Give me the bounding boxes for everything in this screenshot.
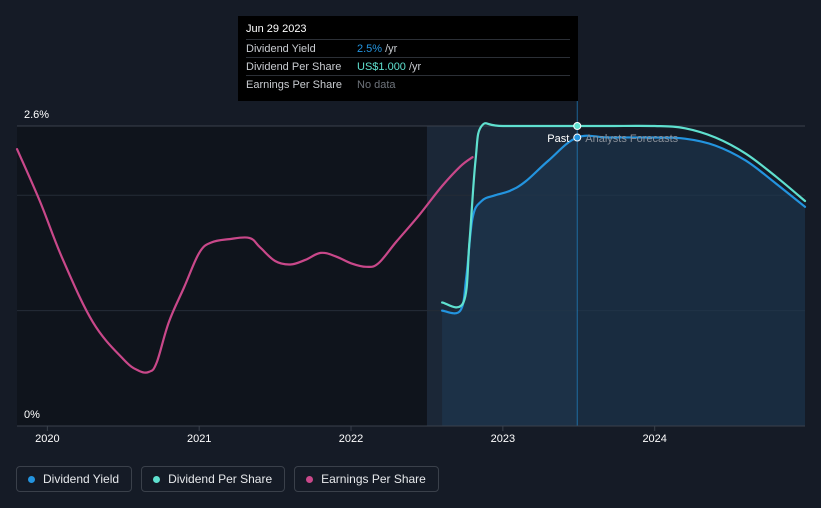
legend-label: Earnings Per Share: [321, 472, 426, 486]
tooltip-date: Jun 29 2023: [246, 23, 307, 35]
tooltip-value: No data: [357, 78, 396, 91]
legend: Dividend Yield Dividend Per Share Earnin…: [16, 466, 439, 492]
tooltip-row-dividend-yield: Dividend Yield 2.5% /yr: [246, 39, 570, 57]
legend-label: Dividend Yield: [43, 472, 120, 486]
dividend-per-share-line: [441, 122, 807, 309]
tooltip-label: Dividend Yield: [246, 42, 316, 55]
tooltip-label: Dividend Per Share: [246, 60, 342, 73]
y-tick-label-max: 2.6%: [24, 109, 49, 121]
tooltip-unit: /yr: [408, 60, 422, 73]
legend-item-dividend-per-share[interactable]: Dividend Per Share: [141, 466, 286, 492]
legend-item-earnings-per-share[interactable]: Earnings Per Share: [294, 466, 439, 492]
tooltip-row-earnings-per-share: Earnings Per Share No data: [246, 75, 570, 93]
forecast-label: Analysts Forecasts: [585, 133, 678, 145]
tooltip-value: US$1.000: [357, 60, 406, 73]
earnings-per-share-dot-icon: [306, 475, 314, 483]
legend-item-dividend-yield[interactable]: Dividend Yield: [16, 466, 133, 492]
dividend-yield-marker: [573, 133, 582, 142]
x-tick-label: 2023: [491, 433, 515, 445]
x-tick-label: 2020: [35, 433, 59, 445]
past-region-background: [17, 126, 427, 426]
tooltip-value: 2.5%: [357, 42, 383, 55]
y-tick-label-min: 0%: [24, 409, 40, 421]
tooltip-label: Earnings Per Share: [246, 78, 342, 91]
x-tick-label: 2024: [642, 433, 666, 445]
x-tick-label: 2021: [187, 433, 211, 445]
dividend-yield-area: [442, 135, 805, 426]
tooltip-unit: /yr: [385, 42, 398, 55]
dividend-yield-dot-icon: [28, 475, 35, 483]
tooltip: Jun 29 2023 Dividend Yield 2.5% /yr Divi…: [238, 16, 578, 101]
tooltip-row-dividend-per-share: Dividend Per Share US$1.000 /yr: [246, 57, 570, 75]
past-label: Past: [547, 133, 569, 145]
x-tick-label: 2022: [339, 433, 363, 445]
earnings-per-share-line: [15, 148, 474, 374]
dividend-per-share-marker: [573, 122, 582, 130]
dividend-per-share-dot-icon: [153, 475, 161, 483]
legend-label: Dividend Per Share: [168, 472, 273, 486]
